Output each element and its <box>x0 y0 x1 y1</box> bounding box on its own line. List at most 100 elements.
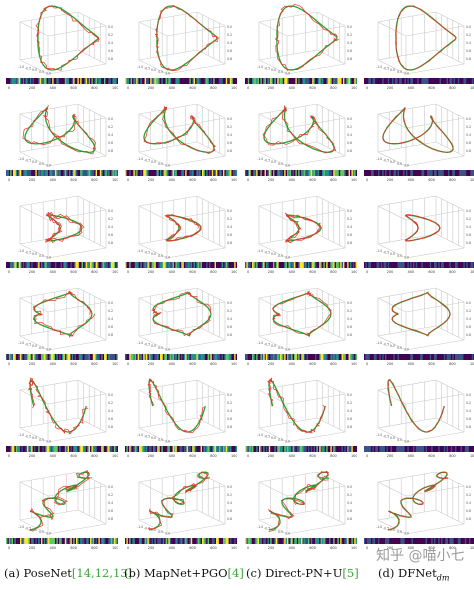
colorbar-cell <box>460 354 463 360</box>
colorbar-cell <box>310 170 313 176</box>
colorbar-cell <box>183 262 186 268</box>
colorbar-cell <box>429 262 432 268</box>
colorbar-cell <box>172 262 175 268</box>
colorbar-cell <box>275 354 278 360</box>
citation-link-c[interactable]: 5 <box>342 566 358 580</box>
colorbar-cell <box>421 446 424 452</box>
colorbar-cell <box>197 170 200 176</box>
citation-link-b[interactable]: 4 <box>228 566 244 580</box>
colorbar-tick-label: 800 <box>449 362 455 366</box>
colorbar-cell <box>60 446 63 452</box>
colorbar-cell <box>155 446 158 452</box>
colorbar-tick-label: 1000 <box>231 270 237 274</box>
colorbar-tick-label: 0 <box>8 546 10 550</box>
colorbar-cell <box>446 262 449 268</box>
colorbar-cell <box>130 354 133 360</box>
colorbar-cell <box>309 446 312 452</box>
colorbar-cell <box>234 78 236 84</box>
colorbar-cell <box>467 354 470 360</box>
colorbar-cell <box>223 170 225 176</box>
colorbar-cell <box>216 446 218 452</box>
colorbar-tick-label: 1000 <box>231 178 237 182</box>
axis-tick-label: 0.4 <box>227 317 232 321</box>
colorbar-cell <box>443 262 446 268</box>
ground-truth-path <box>46 214 83 242</box>
colorbar-cell <box>127 262 130 268</box>
colorbar-tick-label: 400 <box>169 270 175 274</box>
colorbar-cell <box>224 354 227 360</box>
colorbar-cell <box>235 538 237 544</box>
colorbar-cell <box>260 538 263 544</box>
colorbar-cell <box>456 354 459 360</box>
colorbar-cell <box>285 446 288 452</box>
colorbar-cell <box>392 446 394 452</box>
colorbar-cell <box>386 538 389 544</box>
colorbar-tick-label: 400 <box>408 454 414 458</box>
colorbar-cell <box>449 446 452 452</box>
colorbar-cell <box>246 446 249 452</box>
colorbar-cell <box>155 354 158 360</box>
colorbar-cell <box>176 538 179 544</box>
colorbar-cell <box>174 78 176 84</box>
colorbar-cell <box>355 262 357 268</box>
colorbar-cell <box>218 170 221 176</box>
prediction-path <box>27 377 89 435</box>
error-colorbar: 02004006008001000 <box>245 262 357 274</box>
axis-tick-label: 0.8 <box>466 333 471 337</box>
colorbar-cell <box>213 538 215 544</box>
colorbar-cell <box>379 446 382 452</box>
colorbar-cell <box>403 538 405 544</box>
colorbar-cell <box>169 78 172 84</box>
colorbar-cell <box>101 446 103 452</box>
trajectory-panel-r3-c: 0.0 -1.0 0.2 -0.5 0.4 0.0 0.6 0.5 0.8 1.0 0 200 400 6… <box>245 186 357 276</box>
colorbar-cell <box>203 78 206 84</box>
colorbar-cell <box>25 446 28 452</box>
colorbar-cell <box>104 538 106 544</box>
trajectory-plot: 0.0-1.00.2-0.50.40.00.60.50.81.0 <box>137 471 232 535</box>
colorbar-tick-label: 1000 <box>112 546 118 550</box>
colorbar-cell <box>291 354 293 360</box>
colorbar-cell <box>84 538 87 544</box>
axis-tick-label: 0.6 <box>347 509 352 513</box>
colorbar-cell <box>351 262 354 268</box>
colorbar-cell <box>365 78 368 84</box>
colorbar-cell <box>63 446 66 452</box>
colorbar-cell <box>151 78 154 84</box>
colorbar-cell <box>310 446 313 452</box>
colorbar-cell <box>99 78 102 84</box>
colorbar-cell <box>214 446 217 452</box>
colorbar-cell <box>373 78 376 84</box>
colorbar-cell <box>231 354 234 360</box>
colorbar-cell <box>209 354 211 360</box>
colorbar-cell <box>115 170 117 176</box>
colorbar-cell <box>453 446 456 452</box>
colorbar-cell <box>317 446 320 452</box>
colorbar-cell <box>316 262 319 268</box>
colorbar-cell <box>8 354 11 360</box>
axis-tick-label: 0.6 <box>108 141 113 145</box>
colorbar-cell <box>355 538 357 544</box>
ground-truth-path <box>156 5 218 71</box>
colorbar-cell <box>282 354 285 360</box>
colorbar-cell <box>291 262 293 268</box>
colorbar-cell <box>288 354 291 360</box>
colorbar-tick-label: 1000 <box>470 546 474 550</box>
colorbar-cell <box>327 446 330 452</box>
colorbar-cell <box>315 446 317 452</box>
colorbar-cell <box>153 354 155 360</box>
caption-row: aPoseNet14,12,13 bMapNet+PGO4 cDirect-PN… <box>0 566 474 588</box>
colorbar-cell <box>288 538 291 544</box>
colorbar-cell <box>141 170 144 176</box>
colorbar-cell <box>274 262 277 268</box>
colorbar-cell <box>108 354 110 360</box>
colorbar-cell <box>24 354 26 360</box>
colorbar-tick-label: 600 <box>309 362 315 366</box>
colorbar-cell <box>432 170 435 176</box>
colorbar-cell <box>74 446 77 452</box>
citation-link-a[interactable]: 14,12,13 <box>72 566 132 580</box>
colorbar-cell <box>373 538 376 544</box>
colorbar-cell <box>457 354 460 360</box>
colorbar-cell <box>340 538 342 544</box>
colorbar-cell <box>209 538 211 544</box>
colorbar-cell <box>436 78 439 84</box>
